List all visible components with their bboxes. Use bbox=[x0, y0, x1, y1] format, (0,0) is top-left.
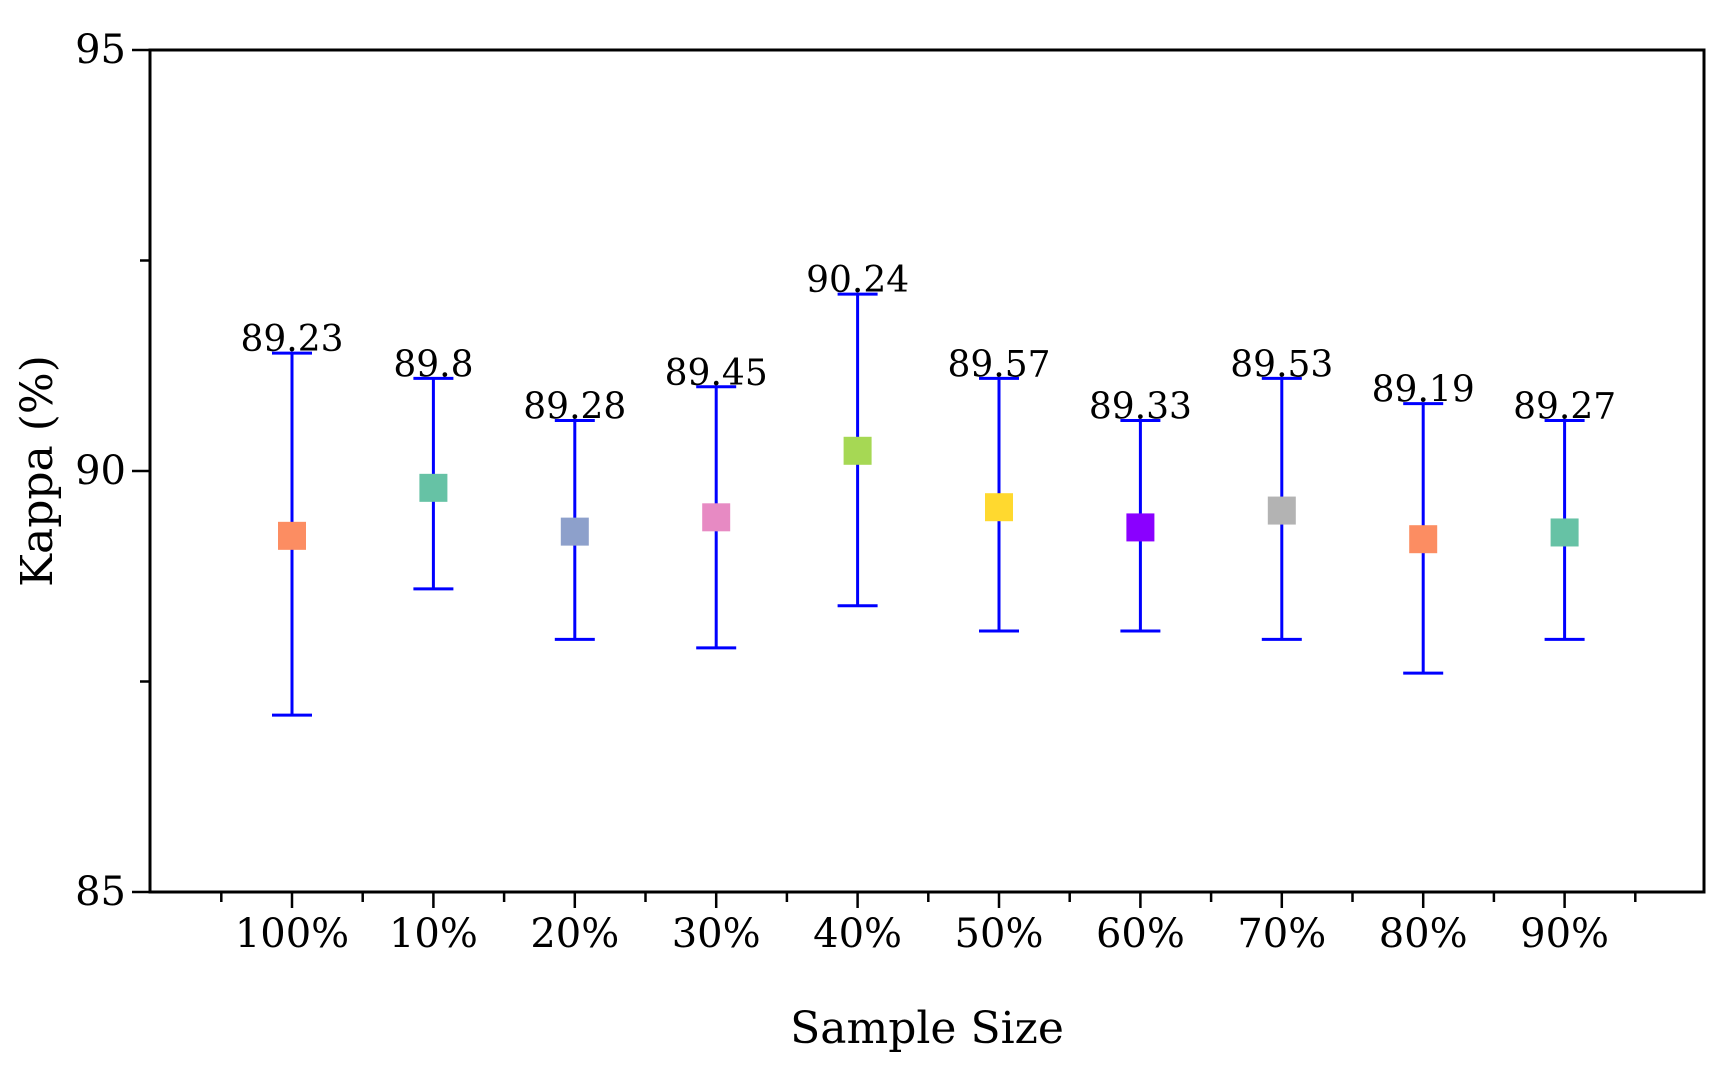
data-point-marker bbox=[1409, 525, 1438, 554]
x-tick-label: 10% bbox=[389, 911, 478, 957]
x-tick-label: 60% bbox=[1096, 911, 1185, 957]
data-point-marker bbox=[1550, 518, 1579, 547]
x-axis: 100% 10% 20% 30% 40% 50% 60% 70% 80% 90% bbox=[220, 892, 1637, 957]
y-tick-label: 90 bbox=[75, 448, 126, 494]
y-tick-label: 85 bbox=[75, 869, 126, 915]
x-axis-title: Sample Size bbox=[790, 1003, 1064, 1054]
data-point-marker bbox=[985, 493, 1013, 522]
data-point-marker bbox=[843, 436, 872, 465]
x-tick-label: 50% bbox=[955, 911, 1044, 957]
y-tick-label: 95 bbox=[75, 27, 126, 73]
y-axis-title: Kappa (%) bbox=[12, 355, 63, 587]
plot-area-frame bbox=[148, 48, 1706, 894]
data-point-marker bbox=[560, 517, 589, 546]
x-tick-label: 70% bbox=[1237, 911, 1326, 957]
x-tick-label: 20% bbox=[530, 911, 619, 957]
data-value-label: 89.28 bbox=[523, 386, 626, 427]
data-point-marker bbox=[278, 521, 306, 550]
x-tick-label: 90% bbox=[1520, 911, 1609, 957]
x-tick-label: 40% bbox=[813, 911, 902, 957]
x-tick-label: 30% bbox=[672, 911, 761, 957]
data-value-label: 89.23 bbox=[240, 319, 343, 360]
data-value-label: 89.57 bbox=[947, 344, 1050, 385]
data-value-label: 89.53 bbox=[1230, 344, 1333, 385]
data-value-label: 89.19 bbox=[1372, 370, 1475, 411]
data-point-marker bbox=[419, 473, 448, 502]
data-value-label: 90.24 bbox=[806, 260, 909, 301]
value-labels: 89.23 89.8 89.28 89.45 90.24 89.57 89.33 89.53 8… bbox=[240, 260, 1616, 427]
data-value-label: 89.33 bbox=[1089, 386, 1192, 427]
data-markers bbox=[278, 436, 1579, 554]
data-value-label: 89.45 bbox=[665, 353, 768, 394]
data-value-label: 89.8 bbox=[393, 344, 473, 385]
data-point-marker bbox=[1126, 513, 1155, 542]
x-tick-label: 100% bbox=[235, 911, 349, 957]
data-value-label: 89.27 bbox=[1513, 386, 1616, 427]
data-point-marker bbox=[702, 503, 731, 532]
x-tick-label: 80% bbox=[1379, 911, 1468, 957]
data-point-marker bbox=[1267, 496, 1296, 525]
y-axis: 85 90 95 bbox=[75, 27, 150, 915]
